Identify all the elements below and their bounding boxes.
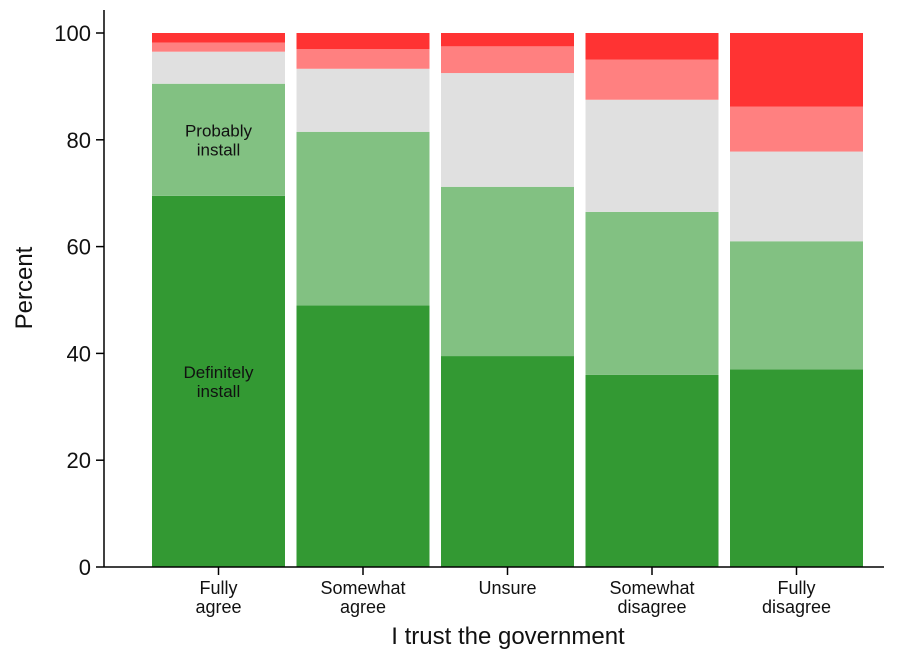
x-tick-label-4-1: disagree [762, 597, 831, 617]
y-axis-title: Percent [11, 246, 38, 329]
bar-segment-2-2 [441, 73, 574, 187]
y-tick-label-0: 0 [79, 555, 91, 580]
bar-segment-1-0 [296, 305, 430, 567]
bar-segment-0-1 [152, 83, 285, 196]
segment-annotation-1-0: Probably [185, 121, 253, 140]
bar-segment-1-3 [296, 49, 430, 69]
bars-group [152, 33, 863, 567]
bar-segment-3-0 [585, 374, 719, 567]
y-tick-label-2: 40 [67, 341, 91, 366]
bar-segment-4-4 [730, 33, 863, 107]
bar-segment-2-3 [441, 46, 574, 74]
bar-segment-2-1 [441, 186, 574, 357]
y-tick-label-3: 60 [67, 235, 91, 260]
bar-segment-2-4 [441, 33, 574, 47]
bar-segment-3-3 [585, 59, 719, 100]
x-tick-label-1-0: Somewhat [320, 578, 405, 598]
bar-segment-4-3 [730, 106, 863, 152]
x-tick-label-0-0: Fully [199, 578, 237, 598]
bar-segment-0-0 [152, 195, 285, 567]
x-tick-label-3-1: disagree [617, 597, 686, 617]
bar-segment-4-1 [730, 241, 863, 370]
bar-segment-3-4 [585, 33, 719, 60]
bar-segment-3-1 [585, 211, 719, 375]
bar-segment-4-2 [730, 151, 863, 242]
y-tick-label-4: 80 [67, 128, 91, 153]
segment-annotation-0-1: install [197, 382, 240, 401]
bar-segment-3-2 [585, 99, 719, 212]
x-tick-label-3-0: Somewhat [609, 578, 694, 598]
bar-segment-0-3 [152, 42, 285, 52]
bar-segment-1-1 [296, 131, 430, 306]
x-tick-label-0-1: agree [195, 597, 241, 617]
bar-segment-1-2 [296, 68, 430, 132]
y-tick-label-1: 20 [67, 448, 91, 473]
x-tick-label-2-0: Unsure [478, 578, 536, 598]
segment-annotation-1-1: install [197, 140, 240, 159]
x-tick-label-1-1: agree [340, 597, 386, 617]
bar-segment-0-4 [152, 33, 285, 43]
x-axis-title: I trust the government [391, 623, 625, 650]
bar-segment-2-0 [441, 356, 574, 567]
segment-annotation-0-0: Definitely [184, 363, 254, 382]
bar-segment-1-4 [296, 33, 430, 50]
x-tick-label-4-0: Fully [777, 578, 815, 598]
y-tick-label-5: 100 [54, 21, 91, 46]
bar-segment-4-0 [730, 369, 863, 567]
y-axis: 0 20 40 60 80 100 [54, 10, 105, 580]
bar-segment-0-2 [152, 51, 285, 84]
